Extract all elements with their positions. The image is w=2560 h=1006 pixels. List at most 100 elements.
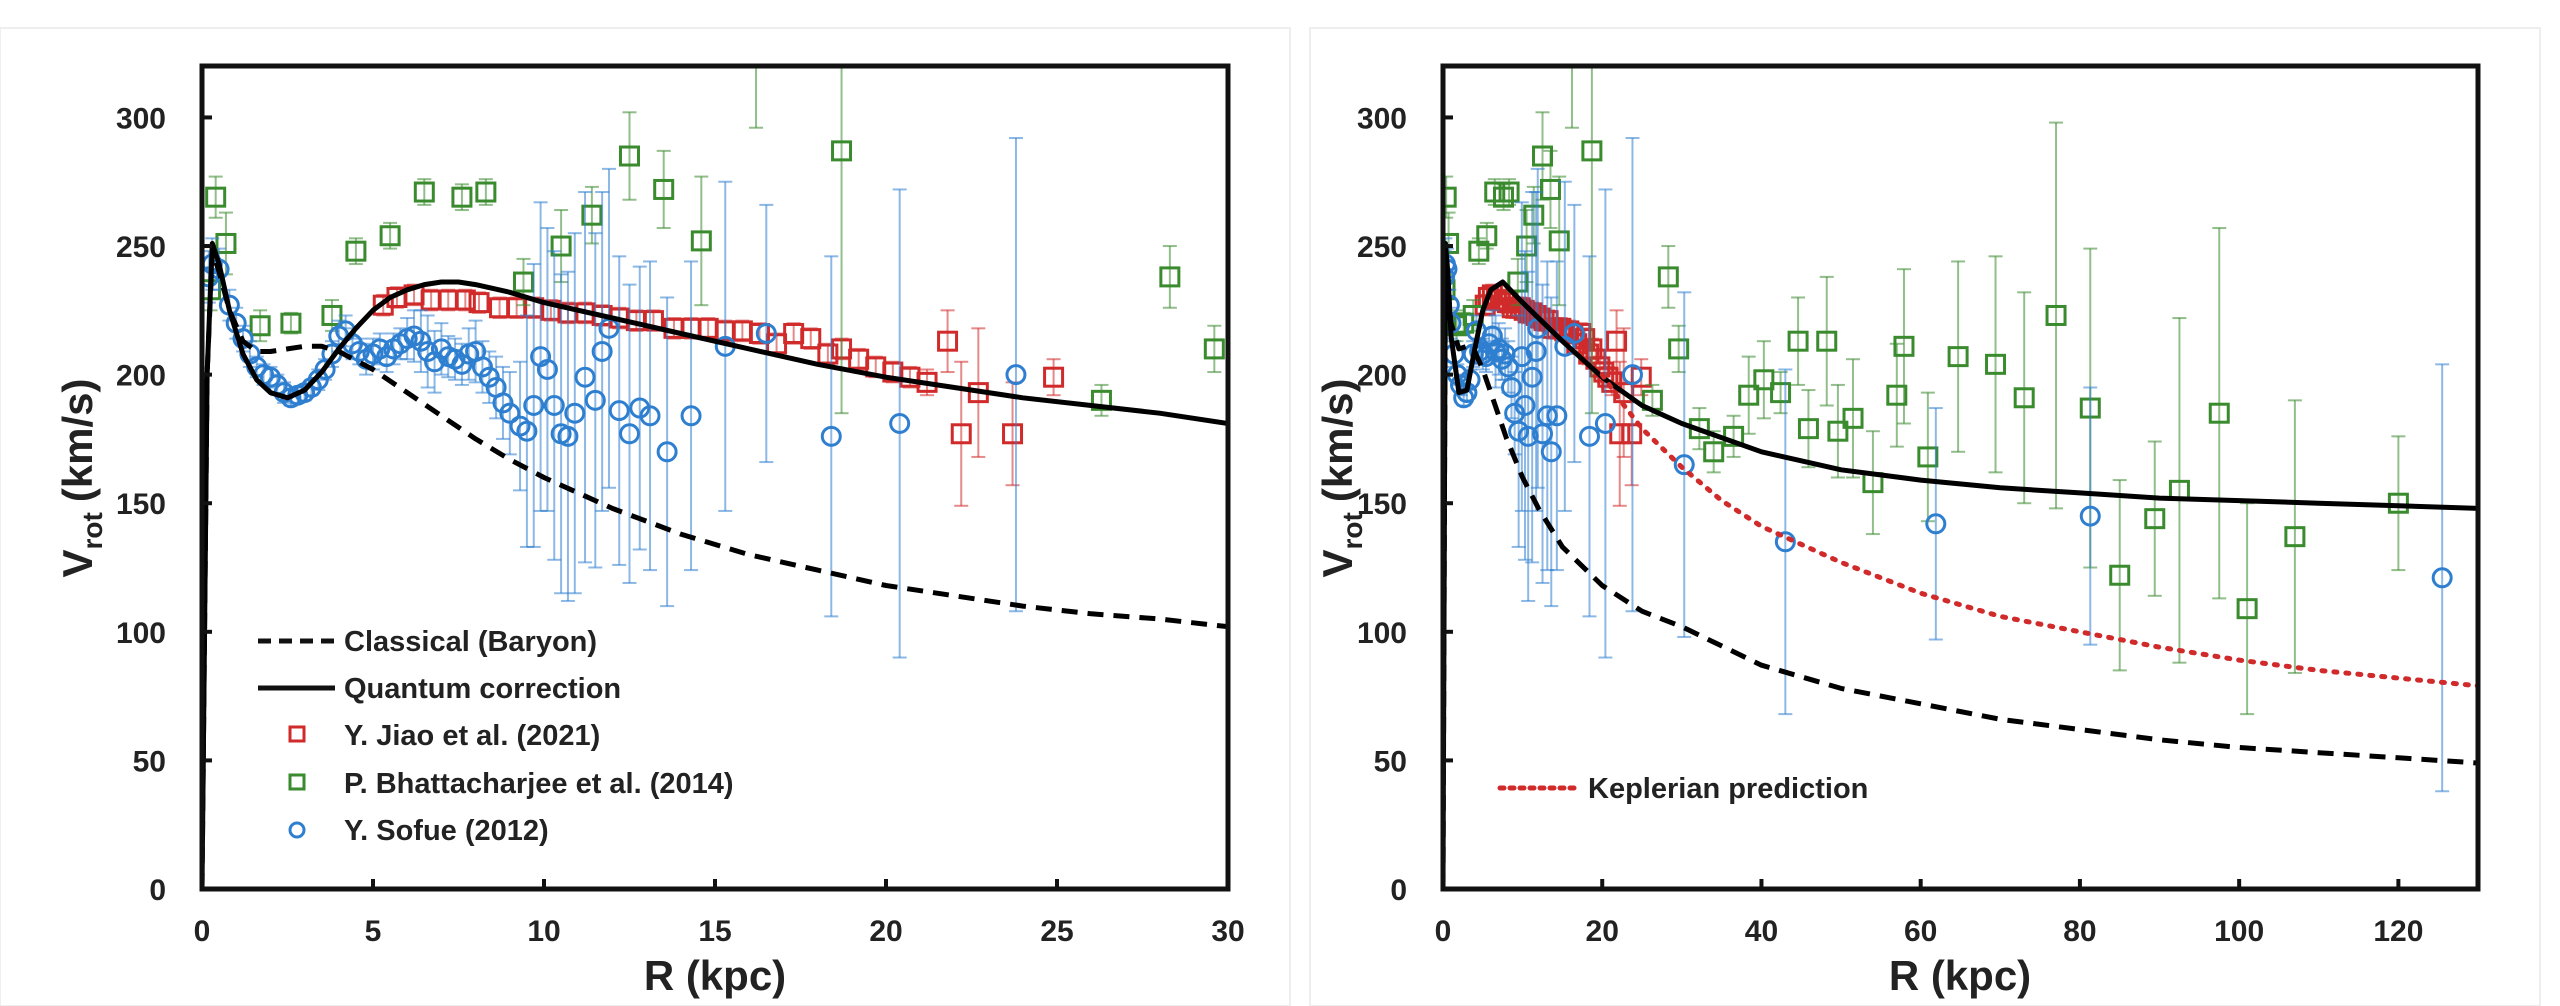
x-tick-label: 20 (869, 915, 902, 948)
data-point (512, 271, 534, 293)
series-y-sofue-2012 (1443, 137, 2453, 793)
series-p-bhattacharjee-et-al-2014 (202, 66, 1225, 417)
data-point (523, 394, 545, 416)
data-point (536, 358, 558, 380)
y-tick-label: 150 (116, 488, 166, 521)
right-y-axis-label-main: V (1314, 550, 1361, 578)
data-point (2045, 304, 2067, 326)
y-tick-label: 50 (1374, 745, 1407, 778)
data-point (831, 140, 853, 162)
data-point (1539, 178, 1561, 200)
data-point (1002, 423, 1024, 445)
data-point (1925, 513, 1947, 535)
data-point (1159, 266, 1181, 288)
x-tick-label: 5 (365, 915, 382, 948)
y-tick-label: 100 (116, 617, 166, 650)
data-point (1498, 181, 1520, 203)
left-legend: Classical (Baryon) Quantum correction Y.… (258, 626, 734, 847)
y-tick-label: 150 (1357, 488, 1407, 521)
data-point (1985, 353, 2007, 375)
series-y-jiao-et-al-2021 (372, 283, 1065, 507)
data-point (478, 366, 500, 388)
data-point (451, 353, 473, 375)
right-panel-background (1309, 27, 2541, 1006)
legend-label-jiao: Y. Jiao et al. (2021) (344, 720, 600, 752)
x-tick-label: 10 (527, 915, 560, 948)
plot-clip-group (1443, 66, 2478, 889)
x-tick-label: 100 (2214, 915, 2264, 948)
x-tick-label: 0 (194, 915, 211, 948)
data-point (1493, 186, 1515, 208)
data-point (581, 204, 603, 226)
data-point (345, 240, 367, 262)
data-point (1043, 366, 1065, 388)
data-point (1578, 425, 1600, 447)
data-point (1548, 230, 1570, 252)
data-point (656, 441, 678, 463)
data-point (499, 402, 521, 424)
data-point (1532, 145, 1554, 167)
y-tick-label: 250 (1357, 231, 1407, 264)
legend-label-sofue: Y. Sofue (2012) (344, 815, 549, 847)
right-plot-frame (1440, 63, 2481, 892)
curve-keplerian-prediction (1599, 372, 2478, 689)
data-point (1546, 405, 1568, 427)
data-point (1774, 531, 1796, 553)
data-point (1500, 376, 1522, 398)
y-tick-label: 0 (1390, 874, 1407, 907)
data-point (1703, 441, 1725, 463)
data-point (619, 423, 640, 445)
right-y-axis-label-sub: rot (1337, 512, 1368, 549)
data-point (817, 343, 839, 365)
data-point (205, 186, 227, 208)
data-point (639, 405, 661, 427)
x-tick-label: 60 (1904, 915, 1937, 948)
data-point (755, 322, 777, 344)
x-tick-label: 0 (1435, 915, 1452, 948)
data-point (1609, 423, 1631, 445)
data-point (591, 340, 613, 362)
data-point (1947, 346, 1969, 368)
legend-label-quantum: Quantum correction (344, 673, 621, 705)
y-tick-label: 0 (149, 874, 166, 907)
data-point (1606, 330, 1628, 352)
legend-marker-bhattacharjee (288, 773, 306, 791)
data-point (1525, 340, 1547, 362)
data-point (215, 232, 237, 254)
data-point (1797, 418, 1819, 440)
data-point (653, 178, 675, 200)
data-point (1488, 338, 1510, 360)
data-point (1738, 384, 1760, 406)
data-point (1476, 225, 1498, 247)
data-point (475, 181, 497, 203)
data-point (1540, 441, 1562, 463)
data-point (889, 412, 911, 434)
data-point (937, 330, 959, 352)
data-point (1536, 405, 1558, 427)
left-x-axis-label: R (kpc) (644, 952, 786, 999)
data-point (1753, 369, 1775, 391)
data-point (550, 235, 572, 257)
data-point (2109, 564, 2131, 586)
left-plot-area (202, 66, 1228, 889)
data-point (413, 181, 435, 203)
legend-label-bhattacharjee: P. Bhattacharjee et al. (2014) (344, 768, 734, 800)
data-point (1514, 394, 1536, 416)
data-point (1917, 446, 1939, 468)
data-point (1893, 335, 1915, 357)
data-point (564, 402, 586, 424)
data-point (690, 230, 712, 252)
data-point (619, 145, 640, 167)
series-y-sofue-2012 (202, 137, 1027, 659)
data-point (820, 425, 842, 447)
y-tick-label: 100 (1357, 617, 1407, 650)
data-point (584, 389, 606, 411)
data-point (1827, 420, 1849, 442)
x-tick-label: 120 (2373, 915, 2423, 948)
data-point (2431, 567, 2453, 589)
right-x-axis-label: R (kpc) (1889, 952, 2031, 999)
data-point (2236, 598, 2258, 620)
data-point (557, 425, 579, 447)
data-point (543, 394, 565, 416)
